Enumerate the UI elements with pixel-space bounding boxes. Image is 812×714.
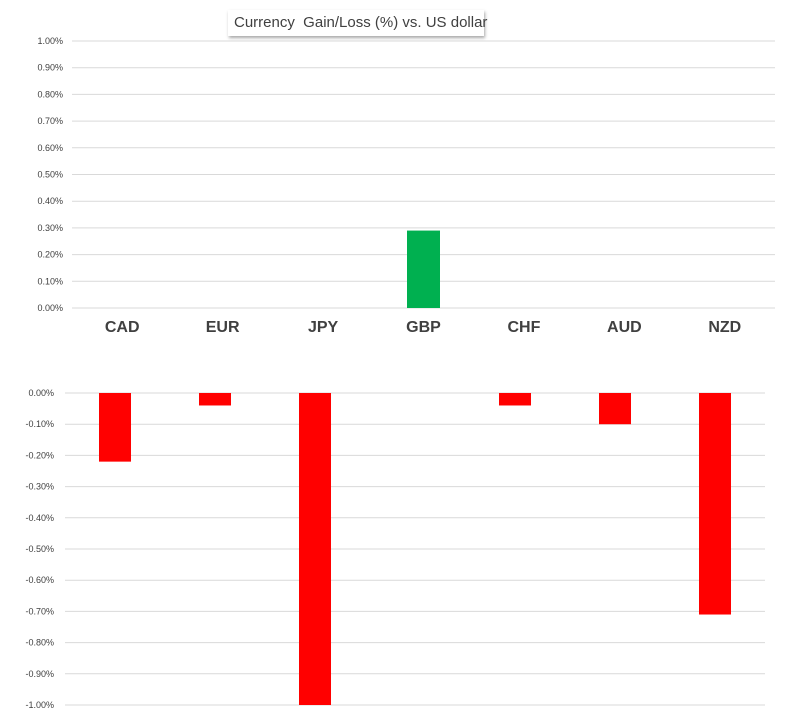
top-y-tick-label: 0.00%	[37, 303, 63, 313]
category-label-cad: CAD	[105, 319, 140, 336]
category-label-nzd: NZD	[708, 319, 741, 336]
top-y-tick-label: 0.20%	[37, 250, 63, 260]
top-y-tick-label: 0.90%	[37, 63, 63, 73]
top-y-tick-label: 1.00%	[37, 36, 63, 46]
top-bar-gbp	[407, 230, 440, 308]
category-label-eur: EUR	[206, 319, 240, 336]
top-y-tick-label: 0.60%	[37, 143, 63, 153]
bottom-y-tick-label: -0.90%	[25, 669, 54, 679]
bottom-bar-nzd	[699, 393, 731, 615]
bottom-y-tick-label: -0.40%	[25, 513, 54, 523]
bottom-y-tick-label: -0.80%	[25, 638, 54, 648]
bottom-y-tick-label: -0.20%	[25, 450, 54, 460]
bottom-y-tick-label: -1.00%	[25, 700, 54, 710]
category-label-chf: CHF	[507, 319, 540, 336]
bottom-bar-eur	[199, 393, 231, 406]
bottom-y-tick-label: -0.60%	[25, 575, 54, 585]
category-label-aud: AUD	[607, 319, 642, 336]
top-y-tick-label: 0.40%	[37, 196, 63, 206]
bottom-bar-chf	[499, 393, 531, 406]
bottom-y-tick-label: -0.10%	[25, 419, 54, 429]
category-label-jpy: JPY	[308, 319, 339, 336]
top-y-tick-label: 0.50%	[37, 170, 63, 180]
bottom-bar-jpy	[299, 393, 331, 705]
top-y-tick-label: 0.10%	[37, 276, 63, 286]
top-y-tick-label: 0.80%	[37, 89, 63, 99]
category-label-gbp: GBP	[406, 319, 441, 336]
top-y-tick-label: 0.30%	[37, 223, 63, 233]
chart-title: Currency Gain/Loss (%) vs. US dollar	[228, 10, 487, 36]
bottom-bar-cad	[99, 393, 131, 462]
bottom-y-tick-label: -0.50%	[25, 544, 54, 554]
bottom-bar-aud	[599, 393, 631, 425]
top-y-tick-label: 0.70%	[37, 116, 63, 126]
bottom-y-tick-label: -0.30%	[25, 482, 54, 492]
bottom-y-tick-label: -0.70%	[25, 606, 54, 616]
bottom-y-tick-label: 0.00%	[28, 388, 54, 398]
